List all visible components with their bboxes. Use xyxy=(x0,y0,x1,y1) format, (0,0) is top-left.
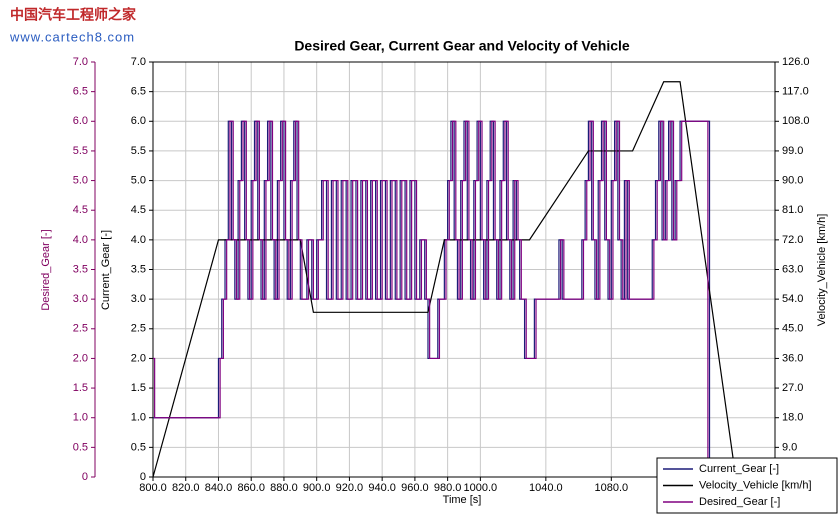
y-tick-label: 7.0 xyxy=(131,56,146,68)
y2-tick-label: 108.0 xyxy=(782,115,810,127)
x-tick-label: 860.0 xyxy=(237,482,265,494)
chart-title: Desired Gear, Current Gear and Velocity … xyxy=(294,38,630,54)
y-tick-label: 5.5 xyxy=(131,145,146,157)
y2-tick-label: 117.0 xyxy=(782,86,809,98)
y2-tick-label: 81.0 xyxy=(782,204,803,216)
y3-tick-label: 5.0 xyxy=(73,174,88,186)
y3-axis-label: Desired_Gear [-] xyxy=(40,229,52,310)
y-tick-label: 3.0 xyxy=(131,293,146,305)
y2-tick-label: 99.0 xyxy=(782,145,803,157)
y-tick-label: 1.0 xyxy=(131,412,146,424)
y2-tick-label: 9.0 xyxy=(782,441,797,453)
y2-tick-label: 27.0 xyxy=(782,382,803,394)
y3-tick-label: 7.0 xyxy=(73,56,88,68)
y-tick-label: 0 xyxy=(140,471,146,483)
y-tick-label: 1.5 xyxy=(131,382,146,394)
y3-tick-label: 4.0 xyxy=(73,234,88,246)
x-tick-label: 1040.0 xyxy=(529,482,563,494)
watermark-url: www.cartech8.com xyxy=(9,29,135,44)
x-tick-label: 800.0 xyxy=(139,482,167,494)
plot-frame xyxy=(152,61,776,478)
x-tick-label: 820.0 xyxy=(172,482,200,494)
y2-tick-label: 126.0 xyxy=(782,56,810,68)
y2-tick-label: 90.0 xyxy=(782,174,803,186)
y3-tick-label: 1.0 xyxy=(73,412,88,424)
x-tick-label: 1080.0 xyxy=(594,482,628,494)
x-tick-label: 960.0 xyxy=(401,482,429,494)
y2-tick-label: 45.0 xyxy=(782,323,803,335)
legend-label: Velocity_Vehicle [km/h] xyxy=(699,479,812,491)
y-tick-label: 6.5 xyxy=(131,86,146,98)
y3-tick-label: 0.5 xyxy=(73,441,88,453)
x-tick-label: 940.0 xyxy=(368,482,396,494)
y-tick-label: 3.5 xyxy=(131,263,146,275)
y-tick-label: 4.0 xyxy=(131,234,146,246)
y-tick-label: 4.5 xyxy=(131,204,146,216)
y3-tick-label: 3.0 xyxy=(73,293,88,305)
y3-tick-label: 6.5 xyxy=(73,86,88,98)
y-tick-label: 0.5 xyxy=(131,441,146,453)
y3-tick-label: 0 xyxy=(82,471,88,483)
series-line xyxy=(153,120,709,477)
y2-axis-label: Velocity_Vehicle [km/h] xyxy=(816,214,828,327)
y-tick-label: 2.5 xyxy=(131,323,146,335)
y3-tick-label: 4.5 xyxy=(73,204,88,216)
x-axis-label: Time [s] xyxy=(443,494,482,506)
y3-tick-label: 1.5 xyxy=(73,382,88,394)
y2-tick-label: 36.0 xyxy=(782,352,803,364)
x-tick-label: 840.0 xyxy=(205,482,233,494)
y2-tick-label: 54.0 xyxy=(782,293,803,305)
y3-tick-label: 3.5 xyxy=(73,263,88,275)
y2-tick-label: 18.0 xyxy=(782,412,803,424)
x-tick-label: 880.0 xyxy=(270,482,298,494)
legend-label: Desired_Gear [-] xyxy=(699,496,780,508)
legend-label: Current_Gear [-] xyxy=(699,463,779,475)
x-tick-label: 900.0 xyxy=(303,482,331,494)
y-tick-label: 6.0 xyxy=(131,115,146,127)
y3-tick-label: 6.0 xyxy=(73,115,88,127)
y-axis-label: Current_Gear [-] xyxy=(100,230,112,310)
y3-tick-label: 2.5 xyxy=(73,323,88,335)
x-tick-label: 980.0 xyxy=(434,482,462,494)
x-tick-label: 920.0 xyxy=(336,482,364,494)
watermark-title: 中国汽车工程师之家 xyxy=(10,7,137,23)
y-tick-label: 2.0 xyxy=(131,352,146,364)
y-tick-label: 5.0 xyxy=(131,174,146,186)
y3-tick-label: 2.0 xyxy=(73,352,88,364)
y3-tick-label: 5.5 xyxy=(73,145,88,157)
y2-tick-label: 63.0 xyxy=(782,263,803,275)
x-tick-label: 1000.0 xyxy=(464,482,498,494)
y2-tick-label: 72.0 xyxy=(782,234,803,246)
